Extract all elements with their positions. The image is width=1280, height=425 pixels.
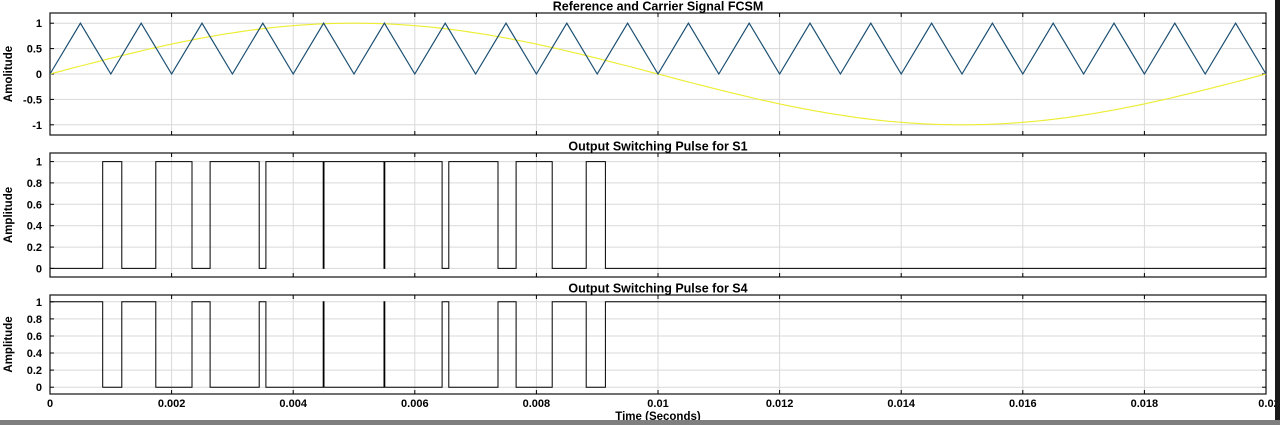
svg-text:Amolitude: Amolitude: [3, 46, 15, 102]
svg-text:0.018: 0.018: [1131, 398, 1159, 410]
svg-text:0.002: 0.002: [158, 398, 186, 410]
svg-text:1: 1: [36, 157, 42, 169]
svg-text:0: 0: [36, 69, 42, 81]
svg-text:Amplitude: Amplitude: [3, 187, 15, 243]
svg-text:1: 1: [36, 18, 42, 30]
svg-text:1: 1: [36, 297, 42, 309]
svg-text:0.01: 0.01: [647, 398, 668, 410]
svg-text:0.8: 0.8: [27, 178, 42, 190]
svg-text:0.006: 0.006: [401, 398, 429, 410]
svg-text:0.014: 0.014: [887, 398, 915, 410]
svg-text:-1: -1: [32, 120, 42, 132]
svg-text:Amplitude: Amplitude: [3, 316, 15, 372]
svg-text:-0.5: -0.5: [23, 94, 42, 106]
svg-text:0.4: 0.4: [27, 348, 43, 360]
svg-text:0.5: 0.5: [27, 44, 42, 56]
svg-text:0: 0: [36, 263, 42, 275]
svg-text:0.2: 0.2: [27, 365, 42, 377]
svg-text:Output Switching Pulse for S1: Output Switching Pulse for S1: [568, 140, 747, 154]
svg-text:0.016: 0.016: [1009, 398, 1037, 410]
svg-text:0.012: 0.012: [766, 398, 794, 410]
svg-text:0.004: 0.004: [279, 398, 307, 410]
svg-text:0.6: 0.6: [27, 331, 42, 343]
svg-text:0.6: 0.6: [27, 199, 42, 211]
svg-text:0.4: 0.4: [27, 221, 43, 233]
svg-text:0: 0: [47, 398, 53, 410]
svg-text:0.8: 0.8: [27, 314, 42, 326]
svg-text:0: 0: [36, 382, 42, 394]
svg-text:Output Switching Pulse for S4: Output Switching Pulse for S4: [568, 282, 747, 296]
svg-text:0.2: 0.2: [27, 242, 42, 254]
svg-text:0.008: 0.008: [523, 398, 551, 410]
svg-text:Reference and Carrier Signal F: Reference and Carrier Signal FCSM: [553, 0, 763, 14]
